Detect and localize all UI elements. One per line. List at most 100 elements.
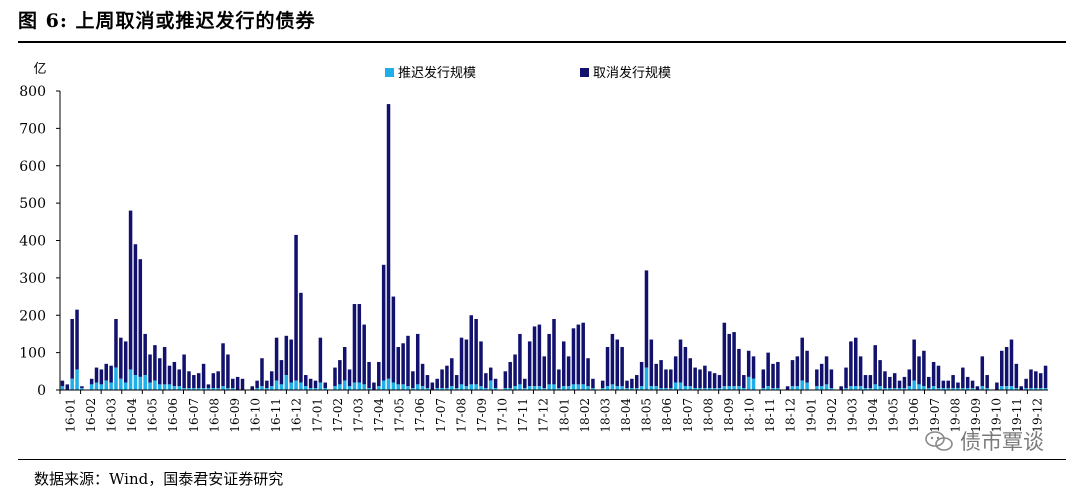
- bar-postponed: [289, 382, 293, 390]
- bar-cancelled: [819, 363, 824, 387]
- bar-cancelled: [742, 375, 746, 389]
- bar-postponed: [265, 388, 269, 390]
- bar-postponed: [518, 384, 522, 390]
- bar-postponed: [917, 384, 921, 390]
- bar-postponed: [284, 375, 289, 390]
- bar-postponed: [313, 388, 318, 390]
- x-tick-label: 18-07: [681, 398, 695, 433]
- bar-postponed: [873, 384, 877, 390]
- x-tick-label: 16-02: [84, 398, 98, 433]
- bar-cancelled: [664, 369, 668, 389]
- bar-cancelled: [338, 360, 342, 385]
- bar-cancelled: [659, 360, 663, 389]
- bar-postponed: [956, 388, 960, 390]
- bar-cancelled: [177, 369, 181, 387]
- bar-cancelled: [226, 354, 230, 389]
- bar-postponed: [167, 384, 172, 390]
- legend: 推迟发行规模 取消发行规模: [385, 65, 671, 81]
- bar-cancelled: [790, 360, 795, 387]
- bar-postponed: [703, 388, 707, 390]
- bar-cancelled: [1034, 371, 1038, 389]
- y-tick-label: 300: [19, 271, 46, 287]
- bar-cancelled: [669, 369, 673, 389]
- bar-cancelled: [941, 380, 946, 389]
- bar-cancelled: [722, 322, 727, 387]
- x-tick-label: 19-02: [825, 398, 839, 433]
- bar-cancelled: [620, 347, 624, 387]
- bar-postponed: [294, 380, 298, 390]
- bar-cancelled: [450, 358, 454, 387]
- bar-postponed: [196, 388, 201, 390]
- bar-postponed: [707, 388, 712, 390]
- bar-cancelled: [357, 304, 362, 383]
- bar-postponed: [1043, 388, 1048, 390]
- bar-cancelled: [391, 296, 396, 383]
- bar-cancelled: [377, 361, 381, 387]
- bar-cancelled: [980, 356, 985, 387]
- bar-postponed: [425, 388, 430, 390]
- bar-postponed: [552, 384, 556, 390]
- bar-postponed: [683, 386, 688, 390]
- bar-cancelled: [94, 367, 99, 383]
- bar-postponed: [493, 388, 498, 390]
- x-tick-label: 17-04: [372, 398, 386, 433]
- bar-cancelled: [985, 375, 989, 389]
- bar-cancelled: [776, 361, 780, 389]
- bar-postponed: [542, 388, 547, 390]
- bar-postponed: [269, 386, 274, 390]
- bar-cancelled: [445, 365, 449, 389]
- y-tick-label: 800: [19, 84, 46, 100]
- x-tick-label: 16-10: [249, 398, 263, 433]
- bar-cancelled: [425, 375, 430, 389]
- bar-postponed: [537, 386, 542, 390]
- x-tick-label: 17-10: [496, 398, 510, 433]
- bar-cancelled: [406, 335, 410, 387]
- bar-postponed: [776, 388, 780, 390]
- bar-cancelled: [557, 369, 561, 389]
- bar-cancelled: [698, 369, 702, 389]
- bar-postponed: [844, 388, 848, 390]
- x-tick-label: 16-12: [290, 398, 304, 433]
- bar-cancelled: [488, 367, 493, 381]
- bar-postponed: [440, 388, 444, 390]
- bar-postponed: [318, 382, 323, 390]
- bar-postponed: [94, 382, 99, 390]
- bar-cancelled: [250, 386, 254, 390]
- bar-cancelled: [362, 324, 366, 385]
- bar-cancelled: [158, 358, 162, 385]
- bar-cancelled: [902, 376, 907, 389]
- bar-cancelled: [440, 369, 444, 389]
- bar-postponed: [279, 384, 284, 390]
- bar-postponed: [177, 386, 181, 390]
- source-rule: [18, 459, 1066, 460]
- bar-cancelled: [586, 358, 590, 387]
- bar-postponed: [333, 386, 337, 390]
- x-tick-label: 19-12: [1031, 398, 1045, 433]
- bar-cancelled: [566, 356, 571, 387]
- bar-cancelled: [138, 259, 143, 377]
- bar-postponed: [571, 384, 576, 390]
- bar-cancelled: [167, 365, 172, 385]
- bar-cancelled: [89, 378, 94, 385]
- bar-cancelled: [143, 333, 147, 376]
- bar-cancelled: [182, 354, 186, 389]
- bar-cancelled: [235, 376, 240, 390]
- bar-cancelled: [352, 304, 357, 383]
- bar-postponed: [1009, 386, 1014, 390]
- bar-postponed: [829, 388, 834, 390]
- x-tick-label: 16-04: [125, 398, 139, 433]
- bar-cancelled: [737, 348, 741, 387]
- x-tick-label: 19-04: [866, 398, 880, 433]
- bar-cancelled: [732, 332, 736, 387]
- bar-postponed: [659, 388, 663, 390]
- bar-postponed: [693, 388, 697, 390]
- bar-postponed: [304, 386, 308, 390]
- bar-cancelled: [931, 361, 936, 387]
- bar-cancelled: [372, 382, 376, 390]
- watermark-text: 债市覃谈: [960, 430, 1044, 454]
- bar-postponed: [946, 388, 950, 390]
- bar-postponed: [153, 380, 157, 390]
- x-tick-label: 16-01: [63, 398, 77, 433]
- bar-cancelled: [333, 367, 337, 387]
- bar-cancelled: [552, 318, 556, 385]
